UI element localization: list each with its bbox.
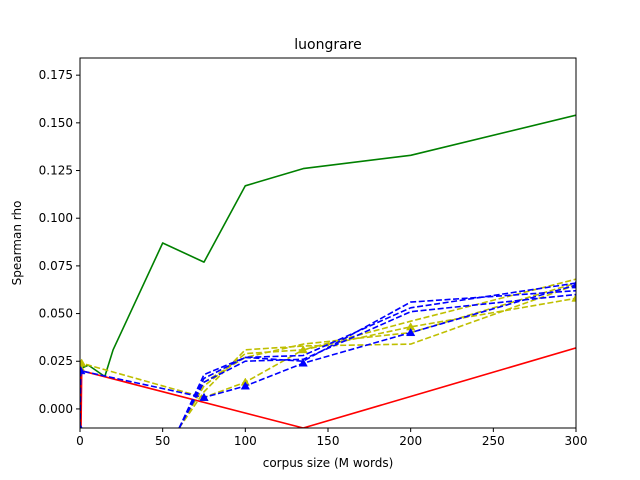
x-axis-label: corpus size (M words)	[263, 456, 394, 470]
chart-title: luongrare	[294, 37, 361, 53]
x-tick-label: 150	[317, 434, 340, 448]
data-point-marker	[199, 392, 209, 401]
series-line	[178, 293, 576, 428]
y-tick-label: 0.175	[39, 68, 73, 82]
series-line	[178, 278, 576, 428]
y-tick-label: 0.075	[39, 259, 73, 273]
y-tick-label: 0.100	[39, 211, 73, 225]
data-point-marker	[406, 327, 416, 337]
x-tick-label: 50	[155, 434, 170, 448]
series-layer	[80, 114, 576, 428]
data-point-marker	[571, 293, 576, 302]
data-point-marker	[80, 366, 86, 375]
x-axis: 0 50 100 150 200 250 300	[76, 428, 587, 448]
series-line	[178, 289, 576, 428]
y-tick-label: 0.050	[39, 307, 73, 321]
y-tick-label: 0.150	[39, 116, 73, 130]
series-line	[178, 282, 576, 428]
data-point-marker	[80, 423, 83, 428]
x-tick-label: 250	[482, 434, 505, 448]
x-tick-label: 0	[76, 434, 84, 448]
y-tick-label: 0.025	[39, 354, 73, 368]
series-line	[80, 114, 576, 378]
y-axis: 0.000 0.025 0.050 0.075 0.100 0.125 0.150 0.175	[39, 68, 80, 416]
data-point-marker	[80, 358, 87, 367]
x-tick-label: 100	[234, 434, 257, 448]
data-point-marker	[240, 381, 250, 390]
x-tick-label: 200	[399, 434, 422, 448]
y-tick-label: 0.000	[39, 402, 73, 416]
y-axis-label: Spearman rho	[10, 201, 24, 286]
data-point-marker	[298, 358, 308, 367]
series-line	[178, 284, 576, 428]
x-tick-label: 300	[565, 434, 588, 448]
y-tick-label: 0.125	[39, 164, 73, 178]
